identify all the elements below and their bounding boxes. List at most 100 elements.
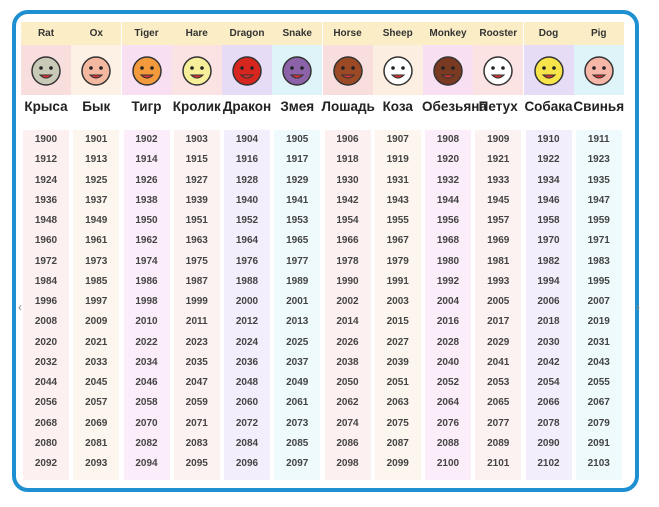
year-list: 1905 1917 1929 1941 1953 1965 1977 1989 2001 2013… <box>274 130 321 480</box>
year-cell: 1932 <box>436 174 460 186</box>
hare-icon <box>171 45 222 95</box>
year-cell: 2040 <box>436 356 460 368</box>
year-cell: 2012 <box>235 316 259 328</box>
english-name: Hare <box>171 22 222 45</box>
year-cell: 1953 <box>286 215 309 226</box>
year-cell: 2054 <box>537 377 560 388</box>
year-cell: 1915 <box>185 154 208 166</box>
year-cell: 2022 <box>135 336 158 348</box>
russian-name: Обезьяна <box>422 99 487 114</box>
rooster-icon <box>473 45 524 95</box>
year-cell: 1965 <box>286 235 309 247</box>
year-cell: 1949 <box>85 215 108 226</box>
ox-icon <box>71 45 122 95</box>
year-cell: 2061 <box>286 397 309 409</box>
year-cell: 2015 <box>386 316 409 328</box>
year-cell: 1919 <box>386 154 409 166</box>
year-cell: 1963 <box>185 235 208 247</box>
year-cell: 2086 <box>336 437 359 449</box>
year-cell: 2100 <box>436 458 460 469</box>
year-cell: 2102 <box>537 458 560 469</box>
year-cell: 2062 <box>336 397 359 409</box>
year-list: 1911 1923 1935 1947 1959 1971 1983 1995 2007 2019… <box>575 130 622 480</box>
year-cell: 2037 <box>286 356 309 368</box>
year-cell: 2024 <box>235 336 259 348</box>
year-cell: 2021 <box>85 336 108 348</box>
english-name: Tiger <box>121 22 172 45</box>
year-cell: 2099 <box>386 458 409 469</box>
year-cell: 2014 <box>336 316 359 328</box>
year-cell: 2072 <box>235 417 259 429</box>
year-cell: 1986 <box>135 275 158 287</box>
sheep-icon <box>372 45 423 95</box>
year-cell: 2039 <box>386 356 409 368</box>
russian-name: Петух <box>478 99 518 114</box>
english-name: Sheep <box>372 22 423 45</box>
year-cell: 1940 <box>235 194 259 206</box>
year-cell: 1903 <box>185 134 208 145</box>
year-cell: 2052 <box>436 377 460 388</box>
year-cell: 1939 <box>185 194 208 206</box>
year-cell: 2081 <box>85 437 108 449</box>
year-cell: 2065 <box>487 397 510 409</box>
year-cell: 1943 <box>386 194 409 206</box>
year-cell: 1948 <box>34 215 58 226</box>
year-list: 1901 1913 1925 1937 1949 1961 1973 1985 1997 2009… <box>73 130 120 480</box>
year-cell: 2006 <box>537 296 560 307</box>
year-cell: 2042 <box>537 356 560 368</box>
year-cell: 2071 <box>185 417 208 429</box>
year-cell: 1962 <box>135 235 158 247</box>
year-list: 1906 1918 1930 1942 1954 1966 1978 1990 2002 2014… <box>324 130 371 480</box>
year-cell: 2091 <box>587 437 610 449</box>
year-cell: 1967 <box>386 235 409 247</box>
year-cell: 2060 <box>235 397 259 409</box>
russian-name: Коза <box>382 99 413 114</box>
year-cell: 1926 <box>135 174 158 186</box>
year-cell: 2068 <box>34 417 58 429</box>
year-cell: 2092 <box>34 458 58 469</box>
year-cell: 2066 <box>537 397 560 409</box>
year-cell: 1908 <box>436 134 460 145</box>
year-cell: 1989 <box>286 275 309 287</box>
year-cell: 2034 <box>135 356 158 368</box>
year-cell: 1980 <box>436 255 460 267</box>
year-cell: 2064 <box>436 397 460 409</box>
russian-name: Лошадь <box>321 99 375 114</box>
year-cell: 1934 <box>537 174 560 186</box>
year-cell: 2020 <box>34 336 58 348</box>
year-cell: 2045 <box>85 377 108 388</box>
year-cell: 2004 <box>436 296 460 307</box>
year-list: 1902 1914 1926 1938 1950 1962 1974 1986 1998 2010… <box>123 130 170 480</box>
scroll-right-arrow-icon[interactable]: › <box>636 300 640 314</box>
year-cell: 1992 <box>436 275 460 287</box>
scroll-left-arrow-icon[interactable]: ‹ <box>18 300 22 314</box>
year-cell: 1990 <box>336 275 359 287</box>
year-cell: 2078 <box>537 417 560 429</box>
year-cell: 2101 <box>487 458 510 469</box>
year-cell: 2074 <box>336 417 359 429</box>
year-cell: 2032 <box>34 356 58 368</box>
snake-icon <box>272 45 323 95</box>
year-cell: 1914 <box>135 154 158 166</box>
year-cell: 1993 <box>487 275 510 287</box>
rat-icon <box>21 45 71 95</box>
year-cell: 2041 <box>487 356 510 368</box>
year-cell: 1922 <box>537 154 560 166</box>
year-cell: 1984 <box>34 275 58 287</box>
year-cell: 2017 <box>487 316 510 328</box>
year-cell: 2059 <box>185 397 208 409</box>
year-cell: 2070 <box>135 417 158 429</box>
year-cell: 1957 <box>487 215 510 226</box>
year-cell: 2076 <box>436 417 460 429</box>
year-cell: 1911 <box>587 134 610 145</box>
year-cell: 1937 <box>85 194 108 206</box>
year-cell: 1936 <box>34 194 58 206</box>
year-cell: 1966 <box>336 235 359 247</box>
year-cell: 1998 <box>135 296 158 307</box>
year-cell: 1987 <box>185 275 208 287</box>
year-cell: 1923 <box>587 154 610 166</box>
year-cell: 1952 <box>235 215 259 226</box>
year-cell: 2038 <box>336 356 359 368</box>
year-cell: 2088 <box>436 437 460 449</box>
year-cell: 2096 <box>235 458 259 469</box>
